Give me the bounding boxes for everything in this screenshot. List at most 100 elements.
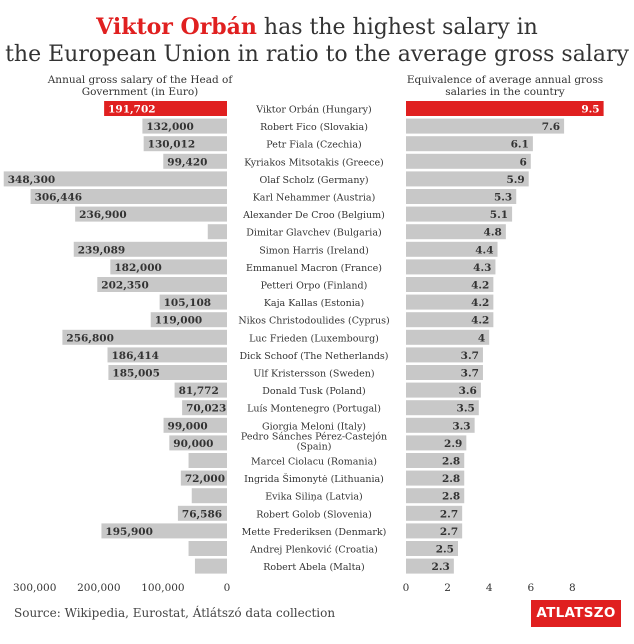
left-bar-label: 236,900 [79,209,127,221]
category-label: Alexander De Croo (Belgium) [242,210,385,221]
left-bar [188,541,227,556]
left-bar-label: 105,108 [164,297,212,309]
source-note: Source: Wikipedia, Eurostat, Átlátszó da… [14,606,336,620]
atlatszo-logo: ATLATSZO [531,600,621,627]
category-label: Emmanuel Macron (France) [246,263,382,274]
category-label: Nikos Christodoulides (Cyprus) [238,316,389,327]
right-bar-label: 5.9 [506,174,524,186]
category-label: Dick Schoof (The Netherlands) [240,351,389,362]
right-bar [406,347,483,363]
left-bar-label: 130,012 [148,139,196,151]
left-bar-label: 99,420 [167,156,207,168]
left-bar [108,365,227,380]
right-bar-label: 2.8 [442,473,460,485]
left-bar [163,153,227,169]
right-bar-label: 5.3 [494,192,512,204]
category-label: Pedro Sánches Pérez-Castejón (Spain) [241,431,387,452]
right-chart-subtitle: Equivalence of average annual gross sala… [406,74,604,98]
left-bar-label: 70,023 [186,403,226,415]
category-label: Dimitar Glavchev (Bulgaria) [246,228,381,239]
left-bar [191,488,227,504]
left-axis-tick-label: 300,000 [13,582,56,594]
right-axis-tick-label: 4 [486,582,493,594]
right-bar-label: 4.4 [475,244,493,256]
right-bar-label: 5.1 [490,209,508,221]
right-bar-label: 9.5 [581,104,599,116]
right-bar-label: 7.6 [542,121,560,133]
category-label: Kaja Kallas (Estonia) [264,298,364,309]
right-bar-label: 3.5 [457,403,475,415]
right-bar [406,505,463,521]
right-bar [406,277,494,292]
left-bar-label: 348,300 [8,174,56,186]
left-bar [182,400,227,416]
category-label: Andrej Plenković (Croatia) [249,545,378,556]
title-line1-rest: has the highest salary in [256,15,538,40]
category-label: Simon Harris (Ireland) [259,245,369,256]
left-bar [188,453,227,468]
right-bar-label: 2.8 [442,456,460,468]
left-bar [75,206,228,222]
right-bar [406,488,465,504]
left-bar [180,470,227,486]
left-axis-tick-label: 200,000 [77,582,120,594]
left-bar-label: 132,000 [146,121,194,133]
left-bar-label: 99,000 [168,420,208,432]
left-bar [159,294,227,310]
right-bar-label: 4 [478,332,485,344]
left-bar [3,171,227,187]
right-bar [406,241,498,257]
left-bar-label: 185,005 [112,368,160,380]
right-bar-label: 3.7 [461,368,479,380]
left-bar-label: 256,800 [66,332,114,344]
left-bar-label: 119,000 [155,315,203,327]
right-bar-label: 6.1 [511,139,529,151]
category-label: Giorgia Meloni (Italy) [262,421,366,432]
category-label: Petteri Orpo (Finland) [261,281,368,292]
left-axis-tick-label: 0 [224,582,231,594]
left-bar-label: 90,000 [173,438,213,450]
left-bar [97,277,228,292]
right-bar [406,101,604,116]
left-bar [169,435,227,451]
category-label: Robert Golob (Slovenia) [256,509,372,520]
left-bar-label: 202,350 [101,280,148,292]
right-bar [406,189,517,204]
right-bar [406,171,529,187]
right-axis-tick-label: 6 [527,582,534,594]
left-bar [174,382,227,398]
left-axis-tick-label: 100,000 [141,582,184,594]
left-bar [150,312,227,328]
category-label: Luís Montenegro (Portugal) [247,404,381,415]
left-bar-label: 76,586 [182,508,222,520]
category-label: Viktor Orbán (Hungary) [255,105,371,116]
right-bar-label: 3.7 [461,350,479,362]
right-bar [406,400,479,416]
category-label: Olaf Scholz (Germany) [259,175,368,186]
right-bar [406,206,513,222]
category-label: Luc Frieden (Luxembourg) [249,333,379,344]
category-label: Petr Fiala (Czechia) [266,140,361,151]
right-bar-label: 2.5 [436,544,454,556]
left-bar [163,417,227,433]
left-bar [30,189,227,204]
left-bar [142,118,227,134]
left-bar-label: 186,414 [112,350,160,362]
right-bar [406,523,463,539]
category-label: Marcel Ciolacu (Romania) [251,457,377,468]
left-bar [107,347,227,363]
left-bar-label: 182,000 [114,262,162,274]
right-bar [406,453,465,468]
chart-title: Viktor Orbán has the highest salary in t… [0,14,634,68]
right-axis-tick-label: 8 [569,582,576,594]
right-bar-label: 3.3 [452,420,470,432]
right-bar-label: 2.9 [444,438,462,450]
right-bar [406,329,490,345]
right-bar [406,417,475,433]
right-bar [406,294,494,310]
left-bar-label: 306,446 [35,192,83,204]
right-bar-label: 3.6 [459,385,477,397]
right-bar-label: 4.2 [471,315,489,327]
left-bar [194,558,227,574]
right-bar-label: 2.8 [442,491,460,503]
